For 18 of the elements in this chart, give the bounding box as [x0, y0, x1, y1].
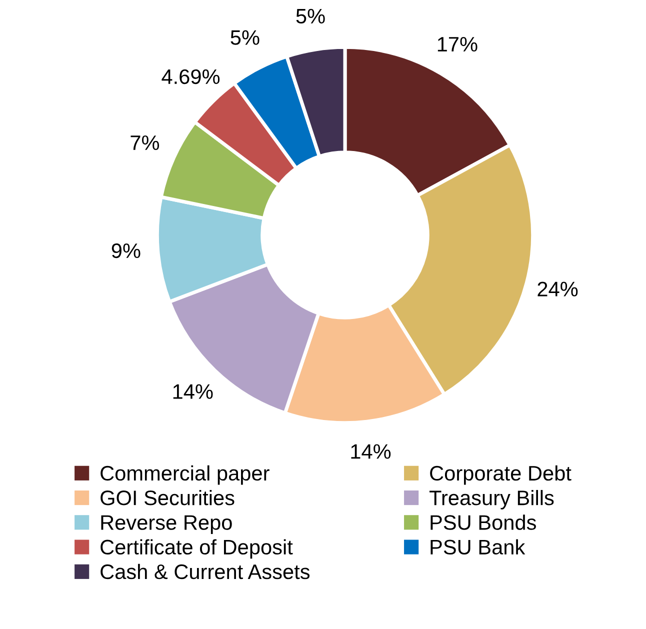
legend-label: Certificate of Deposit — [100, 539, 293, 559]
legend-label: PSU Bank — [430, 539, 526, 555]
data-label: 4.69% — [162, 69, 220, 84]
legend-label: PSU Bonds — [430, 514, 536, 530]
data-label: 17% — [438, 36, 478, 52]
data-label: 5% — [296, 8, 325, 24]
legend-label: Treasury Bills — [429, 490, 554, 510]
legend-label: Commercial paper — [100, 465, 270, 485]
data-label: 14% — [173, 384, 213, 399]
legend-label: Cash & Current Assets — [100, 564, 310, 580]
data-label: 9% — [112, 243, 140, 258]
legend-label: Reverse Repo — [101, 515, 232, 534]
data-label: 24% — [538, 282, 578, 296]
legend-label: Corporate Debt — [430, 465, 572, 485]
data-label: 5% — [230, 30, 260, 45]
legend-label: GOI Securities — [100, 490, 234, 506]
data-label: 14% — [351, 444, 391, 459]
data-label: 7% — [130, 135, 160, 150]
